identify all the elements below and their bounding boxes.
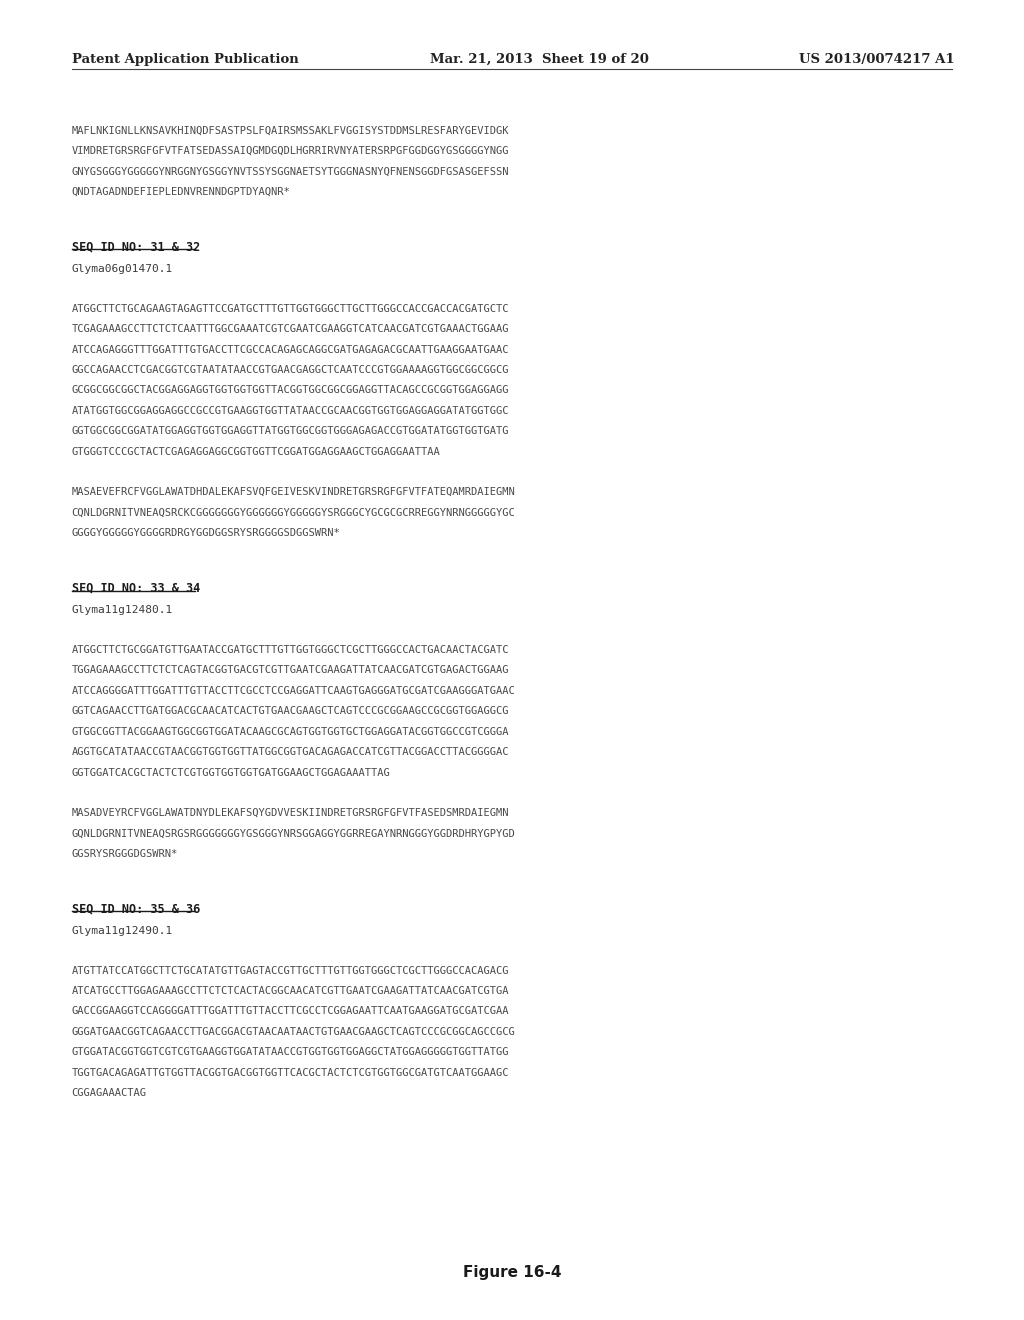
Text: Figure 16-4: Figure 16-4 xyxy=(463,1265,561,1279)
Text: SEQ ID NO: 33 & 34: SEQ ID NO: 33 & 34 xyxy=(72,581,200,594)
Text: GGGGYGGGGGYGGGGRDRGYGGDGGSRYSRGGGGSDGGSWRN*: GGGGYGGGGGYGGGGRDRGYGGDGGSRYSRGGGGSDGGSW… xyxy=(72,528,340,539)
Text: SEQ ID NO: 35 & 36: SEQ ID NO: 35 & 36 xyxy=(72,902,200,915)
Text: US 2013/0074217 A1: US 2013/0074217 A1 xyxy=(799,53,954,66)
Text: ATGGCTTCTGCGGATGTTGAATACCGATGCTTTGTTGGTGGGCTCGCTTGGGCCACTGACAACTACGATC: ATGGCTTCTGCGGATGTTGAATACCGATGCTTTGTTGGTG… xyxy=(72,644,509,655)
Text: VIMDRETGRSRGFGFVTFATSEDASSAIQGMDGQDLHGRRIRVNYATERSRPGFGGDGGYGSGGGGYNGG: VIMDRETGRSRGFGFVTFATSEDASSAIQGMDGQDLHGRR… xyxy=(72,145,509,156)
Text: TGGTGACAGAGATTGTGGTTACGGTGACGGTGGTTCACGCTACTCTCGTGGTGGCGATGTCAATGGAAGC: TGGTGACAGAGATTGTGGTTACGGTGACGGTGGTTCACGC… xyxy=(72,1068,509,1078)
Text: MASADVEYRCFVGGLAWATDNYDLEKAFSQYGDVVESKIINDRETGRSRGFGFVTFASEDSMRDAIEGMN: MASADVEYRCFVGGLAWATDNYDLEKAFSQYGDVVESKII… xyxy=(72,808,509,818)
Text: ATGGCTTCTGCAGAAGTAGAGTTCCGATGCTTTGTTGGTGGGCTTGCTTGGGCCACCGACCACGATGCTC: ATGGCTTCTGCAGAAGTAGAGTTCCGATGCTTTGTTGGTG… xyxy=(72,304,509,314)
Text: CGGAGAAACTAG: CGGAGAAACTAG xyxy=(72,1088,146,1098)
Text: GGGATGAACGGTCAGAACCTTGACGGACGTAACAATAACTGTGAACGAAGCTCAGTCCCGCGGCAGCCGCG: GGGATGAACGGTCAGAACCTTGACGGACGTAACAATAACT… xyxy=(72,1027,515,1038)
Text: Glyma11g12490.1: Glyma11g12490.1 xyxy=(72,925,173,936)
Text: GQNLDGRNITVNEAQSRGSRGGGGGGGYGSGGGYNRSGGAGGYGGRREGAYNRNGGGYGGDRDHRYGPYGD: GQNLDGRNITVNEAQSRGSRGGGGGGGYGSGGGYNRSGGA… xyxy=(72,828,515,838)
Text: QNDTAGADNDEFIEPLEDNVRENNDGPTDYAQNR*: QNDTAGADNDEFIEPLEDNVRENNDGPTDYAQNR* xyxy=(72,186,291,197)
Text: Patent Application Publication: Patent Application Publication xyxy=(72,53,298,66)
Text: ATCCAGAGGGTTTGGATTTGTGACCTTCGCCACAGAGCAGGCGATGAGAGACGCAATTGAAGGAATGAAC: ATCCAGAGGGTTTGGATTTGTGACCTTCGCCACAGAGCAG… xyxy=(72,345,509,355)
Text: GGSRYSRGGGDGSWRN*: GGSRYSRGGGDGSWRN* xyxy=(72,849,178,859)
Text: CQNLDGRNITVNEAQSRCKCGGGGGGGYGGGGGGYGGGGGYSRGGGCYGCGCGCRREGGYNRNGGGGGYGC: CQNLDGRNITVNEAQSRCKCGGGGGGGYGGGGGGYGGGGG… xyxy=(72,507,515,517)
Text: TGGAGAAAGCCTTCTCTCAGTACGGTGACGTCGTTGAATCGAAGATTATCAACGATCGTGAGACTGGAAG: TGGAGAAAGCCTTCTCTCAGTACGGTGACGTCGTTGAATC… xyxy=(72,665,509,676)
Text: MAFLNKIGNLLKNSAVKHINQDFSASTPSLFQAIRSMSSAKLFVGGISYSTDDMSLRESFARYGEVIDGK: MAFLNKIGNLLKNSAVKHINQDFSASTPSLFQAIRSMSSA… xyxy=(72,125,509,136)
Text: ATATGGTGGCGGAGGAGGCCGCCGTGAAGGTGGTTATAACCGCAACGGTGGTGGAGGAGGATATGGTGGC: ATATGGTGGCGGAGGAGGCCGCCGTGAAGGTGGTTATAAC… xyxy=(72,405,509,416)
Text: TCGAGAAAGCCTTCTCTCAATTTGGCGAAATCGTCGAATCGAAGGTCATCAACGATCGTGAAACTGGAAG: TCGAGAAAGCCTTCTCTCAATTTGGCGAAATCGTCGAATC… xyxy=(72,323,509,334)
Text: GNYGSGGGYGGGGGYNRGGNYGSGGYNVTSSYSGGNAETSYTGGGNASNYQFNENSGGDFGSASGEFSSN: GNYGSGGGYGGGGGYNRGGNYGSGGYNVTSSYSGGNAETS… xyxy=(72,166,509,177)
Text: Mar. 21, 2013  Sheet 19 of 20: Mar. 21, 2013 Sheet 19 of 20 xyxy=(430,53,649,66)
Text: MASAEVEFRCFVGGLAWATDHDALEKAFSVQFGEIVESKVINDRETGRSRGFGFVTFATEQAMRDAIEGMN: MASAEVEFRCFVGGLAWATDHDALEKAFSVQFGEIVESKV… xyxy=(72,487,515,498)
Text: GGCCAGAACCTCGACGGTCGTAATATAACCGTGAACGAGGCTCAATCCCGTGGAAAAGGTGGCGGCGGCG: GGCCAGAACCTCGACGGTCGTAATATAACCGTGAACGAGG… xyxy=(72,364,509,375)
Text: GTGGATACGGTGGTCGTCGTGAAGGTGGATATAACCGTGGTGGTGGAGGCTATGGAGGGGGTGGTTATGG: GTGGATACGGTGGTCGTCGTGAAGGTGGATATAACCGTGG… xyxy=(72,1047,509,1057)
Text: SEQ ID NO: 31 & 32: SEQ ID NO: 31 & 32 xyxy=(72,240,200,253)
Text: GGTCAGAACCTTGATGGACGCAACATCACTGTGAACGAAGCTCAGTCCCGCGGAAGCCGCGGTGGAGGCG: GGTCAGAACCTTGATGGACGCAACATCACTGTGAACGAAG… xyxy=(72,706,509,717)
Text: GGTGGATCACGCTACTCTCGTGGTGGTGGTGATGGAAGCTGGAGAAATTAG: GGTGGATCACGCTACTCTCGTGGTGGTGGTGATGGAAGCT… xyxy=(72,767,390,777)
Text: GGTGGCGGCGGATATGGAGGTGGTGGAGGTTATGGTGGCGGTGGGAGAGACCGTGGATATGGTGGTGATG: GGTGGCGGCGGATATGGAGGTGGTGGAGGTTATGGTGGCG… xyxy=(72,426,509,437)
Text: AGGTGCATATAACCGTAACGGTGGTGGTTATGGCGGTGACAGAGACCATCGTTACGGACCTTACGGGGAC: AGGTGCATATAACCGTAACGGTGGTGGTTATGGCGGTGAC… xyxy=(72,747,509,758)
Text: GACCGGAAGGTCCAGGGGATTTGGATTTGTTACCTTCGCCTCGGAGAATTCAATGAAGGATGCGATCGAA: GACCGGAAGGTCCAGGGGATTTGGATTTGTTACCTTCGCC… xyxy=(72,1006,509,1016)
Text: Glyma06g01470.1: Glyma06g01470.1 xyxy=(72,264,173,275)
Text: GTGGCGGTTACGGAAGTGGCGGTGGATACAAGCGCAGTGGTGGTGCTGGAGGATACGGTGGCCGTCGGGA: GTGGCGGTTACGGAAGTGGCGGTGGATACAAGCGCAGTGG… xyxy=(72,726,509,737)
Text: GCGGCGGCGGCTACGGAGGAGGTGGTGGTGGTTACGGTGGCGGCGGAGGTTACAGCCGCGGTGGAGGAGG: GCGGCGGCGGCTACGGAGGAGGTGGTGGTGGTTACGGTGG… xyxy=(72,385,509,396)
Text: ATCCAGGGGATTTGGATTTGTTACCTTCGCCTCCGAGGATTCAAGTGAGGGATGCGATCGAAGGGATGAAC: ATCCAGGGGATTTGGATTTGTTACCTTCGCCTCCGAGGAT… xyxy=(72,685,515,696)
Text: ATCATGCCTTGGAGAAAGCCTTCTCTCACTACGGCAACATCGTTGAATCGAAGATTATCAACGATCGTGA: ATCATGCCTTGGAGAAAGCCTTCTCTCACTACGGCAACAT… xyxy=(72,986,509,997)
Text: ATGTTATCCATGGCTTCTGCATATGTTGAGTACCGTTGCTTTGTTGGTGGGCTCGCTTGGGCCACAGACG: ATGTTATCCATGGCTTCTGCATATGTTGAGTACCGTTGCT… xyxy=(72,965,509,975)
Text: GTGGGTCCCGCTACTCGAGAGGAGGCGGTGGTTCGGATGGAGGAAGCTGGAGGAATTAA: GTGGGTCCCGCTACTCGAGAGGAGGCGGTGGTTCGGATGG… xyxy=(72,446,440,457)
Text: Glyma11g12480.1: Glyma11g12480.1 xyxy=(72,605,173,615)
